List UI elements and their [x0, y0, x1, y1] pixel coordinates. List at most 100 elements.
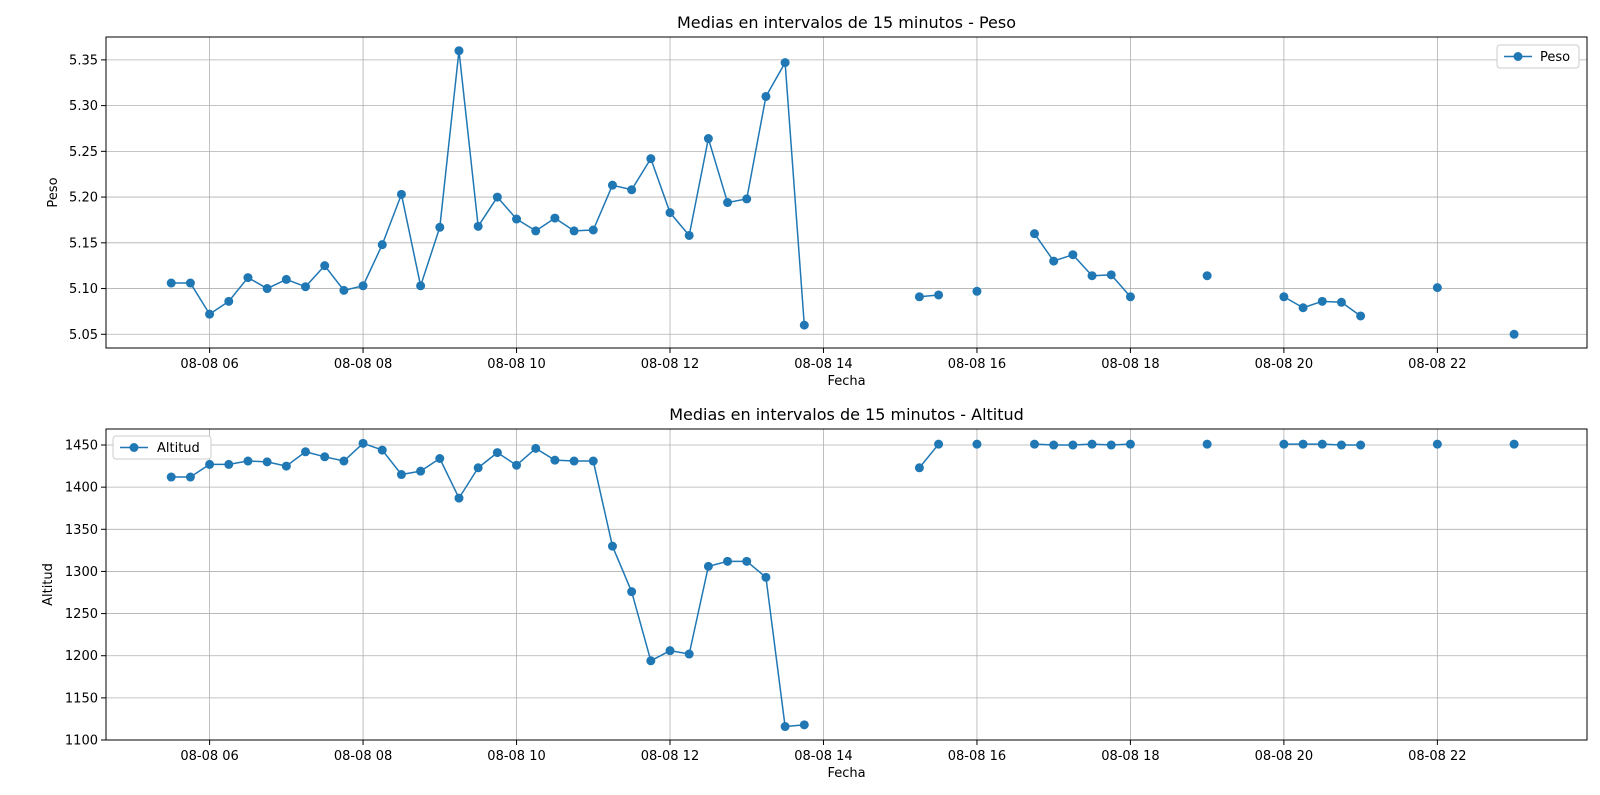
chart-peso-title: Medias en intervalos de 15 minutos - Pes… [677, 13, 1016, 32]
chart-peso-data-point [1049, 256, 1059, 266]
chart-peso-data-point [914, 292, 924, 302]
chart-altitud-xtick-label: 08-08 20 [1255, 749, 1313, 764]
chart-altitud-data-point [454, 493, 464, 503]
chart-peso-data-point [473, 221, 483, 231]
chart-peso-data-point [396, 189, 406, 199]
chart-altitud-data-point [396, 470, 406, 480]
chart-peso-legend-box [1496, 44, 1580, 69]
chart-altitud-data-point [339, 456, 349, 466]
chart-peso-data-point [761, 91, 771, 101]
chart-altitud-data-point [780, 722, 790, 732]
chart-peso-data-point [1432, 283, 1442, 293]
chart-peso-data-point [934, 290, 944, 300]
chart-altitud-data-point [1279, 439, 1289, 449]
chart-peso-data-point [665, 208, 675, 218]
chart-peso-data-point [1106, 270, 1116, 280]
chart-peso-data-point [627, 185, 637, 195]
chart-altitud-series-line [918, 443, 940, 469]
chart-peso-data-point [377, 240, 387, 250]
chart-altitud-data-point [914, 463, 924, 473]
chart-altitud: 08-08 06 08-08 08 08-08 10 08-08 12 08-08 14… [41, 405, 1588, 781]
chart-peso-data-point [185, 278, 195, 288]
chart-peso-data-point [205, 309, 215, 319]
chart-altitud-data-point [627, 587, 637, 597]
chart-altitud-xtick-label: 08-08 16 [948, 749, 1006, 764]
chart-altitud-legend-box [112, 435, 212, 460]
chart-peso-data-point [780, 58, 790, 68]
chart-altitud-data-point [684, 649, 694, 659]
chart-altitud-frame [105, 428, 1588, 741]
chart-peso-xtick-label: 08-08 16 [948, 357, 1006, 372]
chart-peso-data-point [972, 286, 982, 296]
chart-peso-data-point [1087, 271, 1097, 281]
chart-altitud-title: Medias en intervalos de 15 minutos - Alt… [669, 405, 1024, 424]
chart-peso-ytick-label: 5.15 [69, 236, 98, 251]
chart-peso: 08-08 06 08-08 08 08-08 10 08-08 12 08-08 14… [46, 13, 1588, 389]
chart-altitud-ytick-label: 1100 [65, 734, 98, 749]
chart-altitud-ytick-label: 1400 [65, 481, 98, 496]
chart-altitud-ytick-label: 1350 [65, 523, 98, 538]
chart-peso-data-point [243, 273, 253, 283]
chart-altitud-series-line [171, 442, 805, 728]
chart-peso-data-point [1279, 292, 1289, 302]
chart-altitud-data-point [1298, 439, 1308, 449]
chart-peso-data-point [1336, 297, 1346, 307]
chart-altitud-data-point [646, 656, 656, 666]
chart-peso-data-point [1509, 329, 1519, 339]
chart-altitud-data-point [723, 556, 733, 566]
chart-peso-data-point [454, 46, 464, 56]
chart-peso-data-point [492, 192, 502, 202]
chart-peso-data-point [1317, 296, 1327, 306]
chart-peso-series-line [1033, 233, 1131, 298]
chart-peso-data-point [723, 198, 733, 208]
chart-altitud-data-point [301, 447, 311, 457]
chart-altitud-data-point [761, 572, 771, 582]
chart-altitud-data-point [243, 456, 253, 466]
chart-peso-ytick-label: 5.35 [69, 53, 98, 68]
chart-altitud-data-point [185, 472, 195, 482]
chart-peso-data-point [742, 194, 752, 204]
chart-altitud-data-point [742, 556, 752, 566]
chart-peso-data-point [435, 222, 445, 232]
chart-peso-xtick-label: 08-08 06 [180, 357, 238, 372]
chart-peso-data-point [588, 225, 598, 235]
chart-peso-xtick-label: 08-08 18 [1101, 357, 1159, 372]
chart-altitud-xtick-label: 08-08 06 [180, 749, 238, 764]
chart-peso-data-point [512, 214, 522, 224]
chart-peso-data-point [1202, 271, 1212, 281]
chart-altitud-data-point [550, 455, 560, 465]
chart-peso-ytick-label: 5.30 [69, 99, 98, 114]
chart-peso-data-point [550, 213, 560, 223]
chart-altitud-ytick-label: 1150 [65, 691, 98, 706]
chart-altitud-ytick-label: 1250 [65, 607, 98, 622]
chart-altitud-xlabel: Fecha [827, 766, 865, 781]
chart-altitud-data-point [492, 448, 502, 458]
chart-altitud-series-line [1034, 443, 1131, 446]
chart-altitud-ylabel: Altitud [41, 563, 56, 606]
chart-peso-series-line [171, 49, 806, 326]
chart-altitud-xtick-label: 08-08 18 [1101, 749, 1159, 764]
chart-peso-ytick-label: 5.20 [69, 191, 98, 206]
chart-peso-data-point [262, 284, 272, 294]
chart-altitud-data-point [166, 472, 176, 482]
chart-peso-xtick-label: 08-08 14 [794, 357, 852, 372]
chart-peso-data-point [799, 320, 809, 330]
chart-altitud-data-point [1125, 439, 1135, 449]
chart-altitud-xtick-label: 08-08 14 [794, 749, 852, 764]
chart-peso-data-point [1356, 311, 1366, 321]
chart-peso-data-point [320, 261, 330, 271]
chart-altitud-ytick-label: 1200 [65, 649, 98, 664]
chart-peso-data-point [281, 274, 291, 284]
chart-altitud-legend-label: Altitud [157, 441, 200, 456]
chart-peso-legend: Peso [1496, 44, 1580, 69]
chart-peso-xtick-label: 08-08 08 [334, 357, 392, 372]
chart-altitud-data-point [972, 439, 982, 449]
chart-peso-data-point [339, 285, 349, 295]
chart-altitud-xtick-label: 08-08 22 [1408, 749, 1466, 764]
chart-altitud-ytick-label: 1300 [65, 565, 98, 580]
chart-altitud-data-point [224, 459, 234, 469]
chart-peso-xtick-label: 08-08 10 [487, 357, 545, 372]
chart-altitud-data-point [665, 646, 675, 656]
